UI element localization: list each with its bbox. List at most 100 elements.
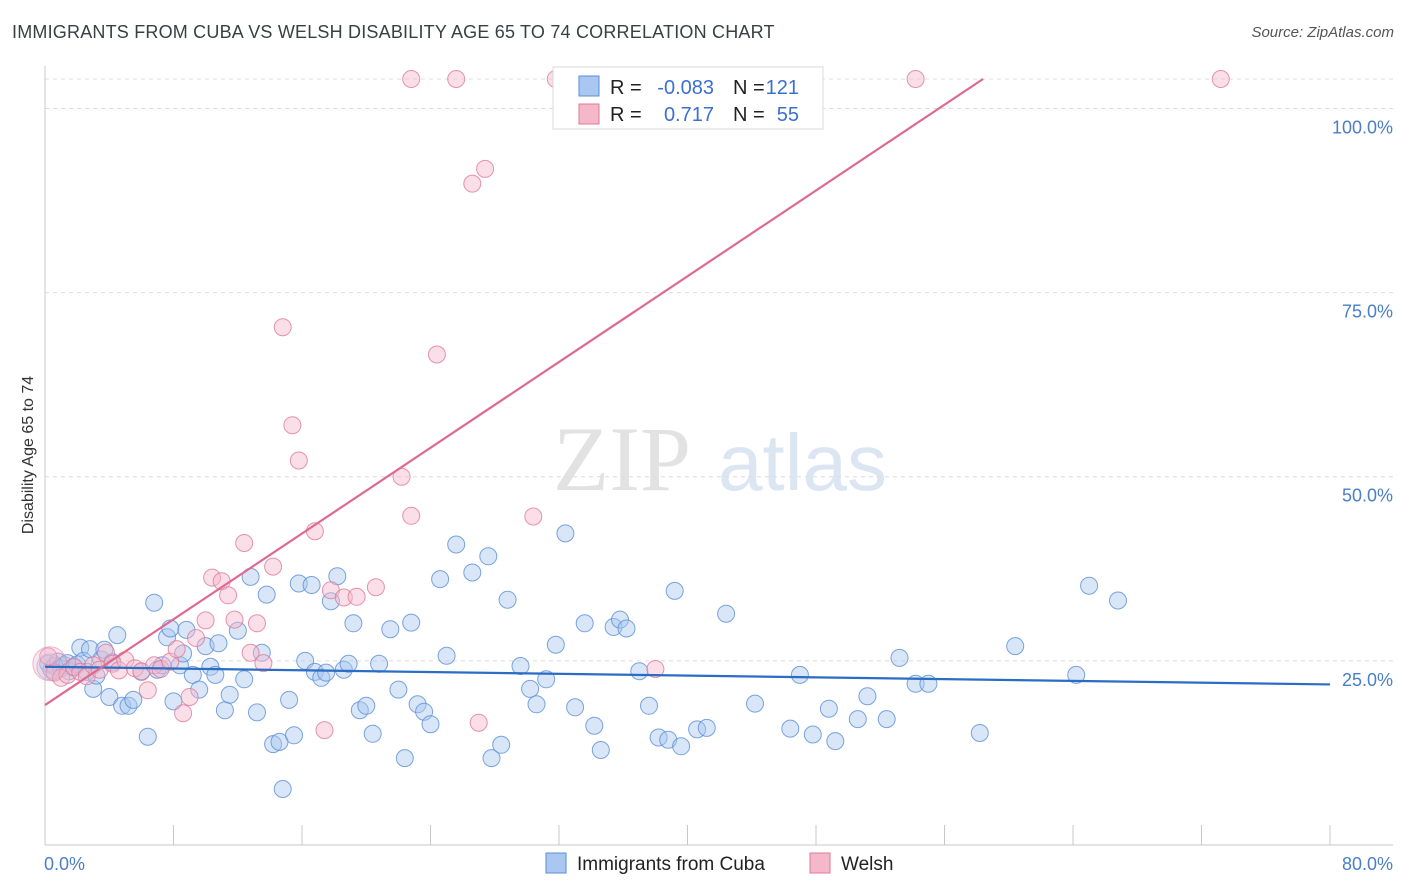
watermark-atlas: atlas — [718, 418, 887, 507]
data-point — [611, 610, 629, 629]
data-point — [463, 563, 482, 582]
data-point — [717, 604, 736, 623]
data-point — [39, 647, 58, 666]
data-point — [209, 634, 228, 653]
data-point — [1109, 591, 1127, 610]
data-point — [138, 681, 157, 700]
legend-swatch-blue — [578, 75, 600, 97]
data-point — [556, 524, 575, 543]
data-point — [254, 654, 273, 673]
data-point — [527, 695, 546, 714]
data-point — [697, 718, 716, 737]
data-point — [203, 568, 222, 587]
data-point — [566, 698, 585, 717]
data-point — [858, 687, 877, 706]
legend-n-label-2: N = — [733, 104, 765, 126]
data-point — [746, 694, 764, 713]
data-point — [604, 618, 623, 636]
legend-n-label-1: N = — [733, 77, 765, 99]
data-point — [312, 668, 331, 687]
legend-r-value-2: 0.717 — [664, 104, 714, 126]
tick-labels: 25.0% 50.0% 75.0% 100.0% 0.0% 80.0% — [44, 117, 1393, 874]
data-point — [524, 507, 543, 526]
data-point — [826, 732, 845, 751]
bottom-legend-label-cuba: Immigrants from Cuba — [577, 854, 765, 875]
data-point — [187, 629, 205, 647]
data-point — [248, 614, 266, 633]
data-point — [665, 581, 684, 600]
data-point — [427, 345, 446, 364]
data-point — [630, 662, 649, 681]
data-point — [1006, 637, 1025, 656]
legend-n-value-2: 55 — [777, 104, 799, 126]
trend-lines — [44, 78, 1331, 706]
data-point — [431, 570, 450, 589]
data-point — [219, 586, 238, 605]
data-point — [575, 614, 594, 633]
data-point — [366, 578, 385, 597]
data-point — [537, 670, 556, 689]
data-point — [74, 651, 93, 670]
y-tick-label: 100.0% — [1332, 117, 1393, 137]
data-point — [71, 638, 90, 657]
data-point — [389, 680, 408, 699]
data-point — [273, 318, 292, 337]
data-point — [469, 713, 488, 732]
data-point — [363, 724, 382, 743]
data-point — [108, 626, 127, 645]
data-point — [145, 593, 164, 612]
data-point — [174, 704, 193, 723]
legend-swatch-pink — [578, 103, 600, 125]
data-point — [1067, 665, 1086, 684]
trend-line — [44, 665, 1331, 686]
data-point — [498, 590, 517, 609]
trend-line — [44, 78, 984, 706]
bottom-legend-label-welsh: Welsh — [841, 854, 893, 875]
source-credit: Source: ZipAtlas.com — [1251, 24, 1394, 41]
data-point — [646, 660, 665, 678]
data-point — [395, 749, 414, 768]
data-point — [334, 588, 353, 607]
data-point — [906, 70, 925, 88]
legend-r-value-1: -0.083 — [657, 77, 714, 99]
data-point — [100, 688, 119, 706]
data-point — [370, 654, 389, 673]
data-point — [492, 735, 511, 754]
series-legend: Immigrants from Cuba Welsh — [545, 852, 893, 875]
data-point — [138, 727, 157, 746]
data-point — [228, 621, 247, 640]
x-tick-label: 80.0% — [1342, 854, 1393, 874]
data-point — [402, 70, 421, 88]
data-point — [167, 640, 186, 659]
series-welsh — [32, 70, 1230, 740]
data-point — [591, 741, 610, 759]
data-point — [585, 716, 604, 735]
legend-r-label-1: R = — [610, 77, 642, 99]
data-point — [521, 679, 540, 698]
correlation-legend: R = -0.083 N = 121 R = 0.717 N = 55 — [552, 66, 824, 130]
data-point — [803, 725, 822, 744]
watermark-zip: ZIP — [553, 408, 691, 510]
data-point — [381, 620, 400, 639]
data-point — [640, 696, 658, 715]
data-point — [215, 701, 234, 720]
data-point — [408, 695, 427, 714]
data-point — [781, 719, 800, 738]
data-point — [248, 703, 266, 722]
data-point — [819, 699, 838, 718]
data-point — [124, 690, 143, 709]
data-point — [421, 715, 440, 734]
data-point — [235, 534, 254, 552]
data-point — [482, 749, 501, 768]
data-point — [357, 696, 376, 715]
bottom-legend-swatch-blue — [545, 852, 567, 874]
data-point — [476, 159, 495, 178]
data-point — [95, 640, 114, 659]
series-immigrants-from-cuba — [36, 524, 1127, 798]
data-point — [339, 654, 358, 673]
data-point — [511, 657, 530, 675]
data-point — [257, 585, 276, 604]
data-point — [890, 648, 909, 667]
data-point — [273, 780, 292, 798]
data-point — [672, 737, 691, 756]
